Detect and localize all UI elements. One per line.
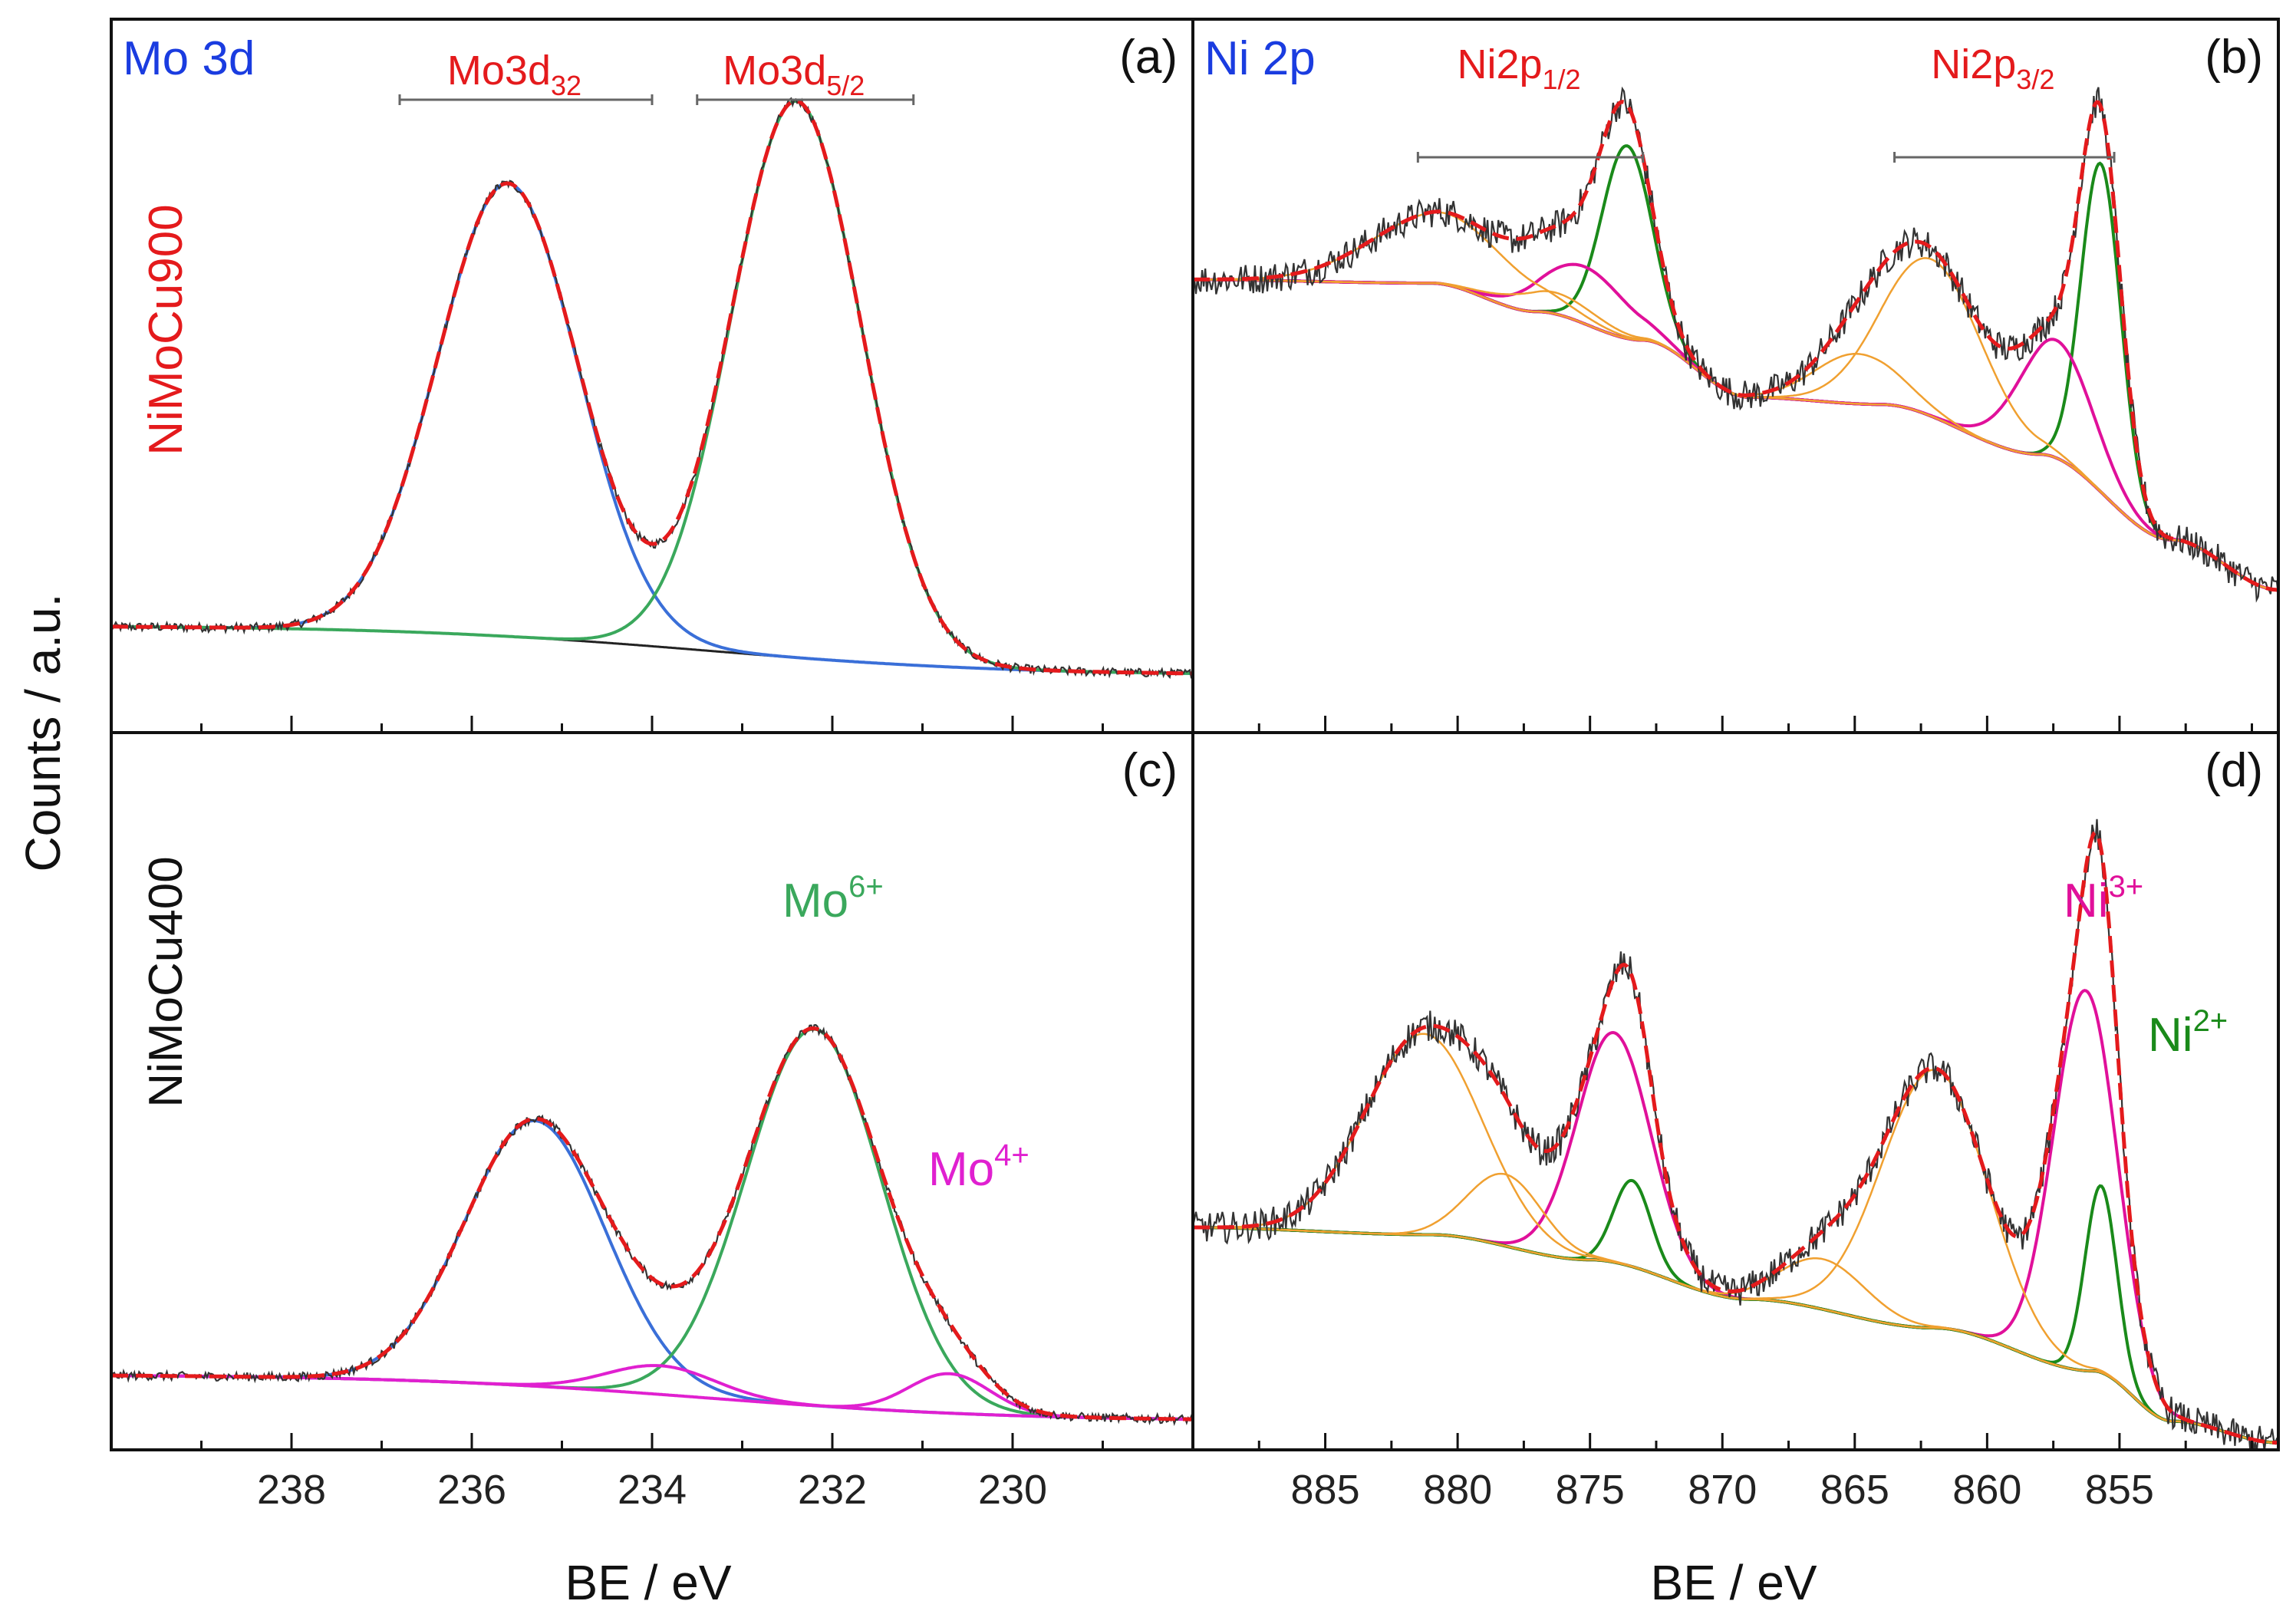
doublet-label: Ni2p1/2	[1457, 41, 1580, 95]
fit-component-satellite-0	[1193, 257, 2278, 591]
doublet-bracket-a-0: Mo3d32	[398, 48, 654, 105]
fit-component-ni2--1	[1193, 1178, 2278, 1444]
envelope-fit-line	[1193, 830, 2278, 1445]
panel-frame-c	[110, 731, 1194, 1451]
doublet-label-main: Mo3d	[723, 48, 826, 94]
fit-component-ni3--0	[1193, 989, 2278, 1444]
doublet-label-main: Ni2p	[1457, 41, 1542, 87]
x-tick-label: 232	[798, 1467, 867, 1513]
x-axis-title-left: BE / eV	[565, 1555, 732, 1610]
panel-letter-d: (d)	[2205, 744, 2263, 797]
x-tick-label: 855	[2085, 1467, 2154, 1513]
panel-b: (b)Ni 2p Ni2p1/2 Ni2p3/2	[1191, 18, 2280, 734]
doublet-bracket-b-0: Ni2p1/2	[1416, 41, 1645, 163]
species-label-main: Ni	[2064, 875, 2109, 927]
curves-c	[111, 1023, 1193, 1426]
raw-data-line	[1193, 86, 2278, 603]
curves-d	[1193, 819, 2278, 1450]
panel-title-b: Ni 2p	[1204, 32, 1316, 85]
sample-label-c: NiMoCu400	[140, 856, 193, 1107]
fit-component-ni2--0	[1193, 1184, 2278, 1444]
x-tick-label: 230	[978, 1467, 1047, 1513]
background-line	[1193, 278, 2278, 591]
doublet-label-main: Mo3d	[447, 48, 551, 94]
panel-frame-b	[1191, 18, 2280, 734]
species-label-sup: 2+	[2193, 1004, 2228, 1038]
fit-component-mo6--0	[111, 1027, 1193, 1421]
curves-a	[111, 97, 1193, 680]
envelope-fit-line	[1193, 100, 2278, 592]
panel-letter-b: (b)	[2205, 31, 2263, 84]
doublet-label: Mo3d5/2	[723, 48, 865, 101]
panel-frame-d	[1191, 731, 2280, 1451]
background-line	[111, 625, 1193, 675]
species-label-sup: 6+	[848, 870, 884, 904]
fit-component-ni3--0	[1193, 278, 2278, 591]
x-tick-label: 860	[1952, 1467, 2021, 1513]
species-label-sup: 3+	[2109, 870, 2144, 904]
panel-letter-a: (a)	[1119, 31, 1178, 84]
x-tick-label: 236	[437, 1467, 506, 1513]
species-label-ni-3plus: Ni3+	[2064, 870, 2143, 927]
panel-d: 885 880 875 870 865 860 855(d)Ni3+Ni2+	[1191, 731, 2280, 1513]
x-tick-label: 880	[1423, 1467, 1492, 1513]
doublet-bracket-b-1: Ni2p3/2	[1893, 41, 2116, 163]
doublet-label-main: Ni2p	[1931, 41, 2016, 87]
x-tick-label: 870	[1688, 1467, 1757, 1513]
fit-component-satellite-3	[1193, 278, 2278, 591]
x-tick-label: 885	[1291, 1467, 1360, 1513]
x-axis-title-right: BE / eV	[1651, 1555, 1817, 1610]
x-tick-label: 875	[1556, 1467, 1625, 1513]
species-label-main: Mo	[782, 875, 848, 927]
envelope-fit-line	[111, 1026, 1193, 1421]
species-label-sup: 4+	[994, 1138, 1029, 1172]
species-label-ni-2plus: Ni2+	[2148, 1004, 2228, 1062]
fit-component-satellite-3	[1193, 1172, 2278, 1444]
doublet-label-sub: 1/2	[1543, 64, 1581, 95]
fit-component-ni3--1	[1193, 262, 2278, 591]
curves-b	[1193, 86, 2278, 603]
y-axis-title: Counts / a.u.	[15, 594, 71, 872]
doublet-label-sub: 3/2	[2016, 64, 2054, 95]
panel-letter-c: (c)	[1122, 744, 1178, 797]
panel-c: 238 236 234 232 230(c)NiMoCu400 Mo6+Mo4+	[110, 731, 1194, 1513]
species-label-main: Ni	[2148, 1009, 2193, 1062]
envelope-fit-line	[111, 99, 1193, 676]
fit-component-satellite-1	[1193, 278, 2278, 591]
species-label-mo-4plus: Mo4+	[928, 1138, 1029, 1196]
x-tick-label: 238	[257, 1467, 326, 1513]
x-tick-label: 234	[618, 1467, 687, 1513]
doublet-bracket-a-1: Mo3d5/2	[696, 48, 915, 105]
panel-title-a: Mo 3d	[123, 32, 255, 85]
x-tick-label: 865	[1820, 1467, 1889, 1513]
species-label-mo-6plus: Mo6+	[782, 870, 884, 927]
doublet-label-sub: 5/2	[826, 70, 865, 101]
doublet-label: Ni2p3/2	[1931, 41, 2054, 95]
sample-label-a: NiMoCu900	[140, 204, 193, 455]
doublet-label: Mo3d32	[447, 48, 581, 101]
raw-data-line	[111, 1023, 1193, 1426]
doublet-label-sub: 32	[551, 70, 581, 101]
fit-component-mo-3d5-2-0	[111, 99, 1193, 675]
species-label-main: Mo	[928, 1143, 994, 1196]
raw-data-line	[1193, 819, 2278, 1450]
